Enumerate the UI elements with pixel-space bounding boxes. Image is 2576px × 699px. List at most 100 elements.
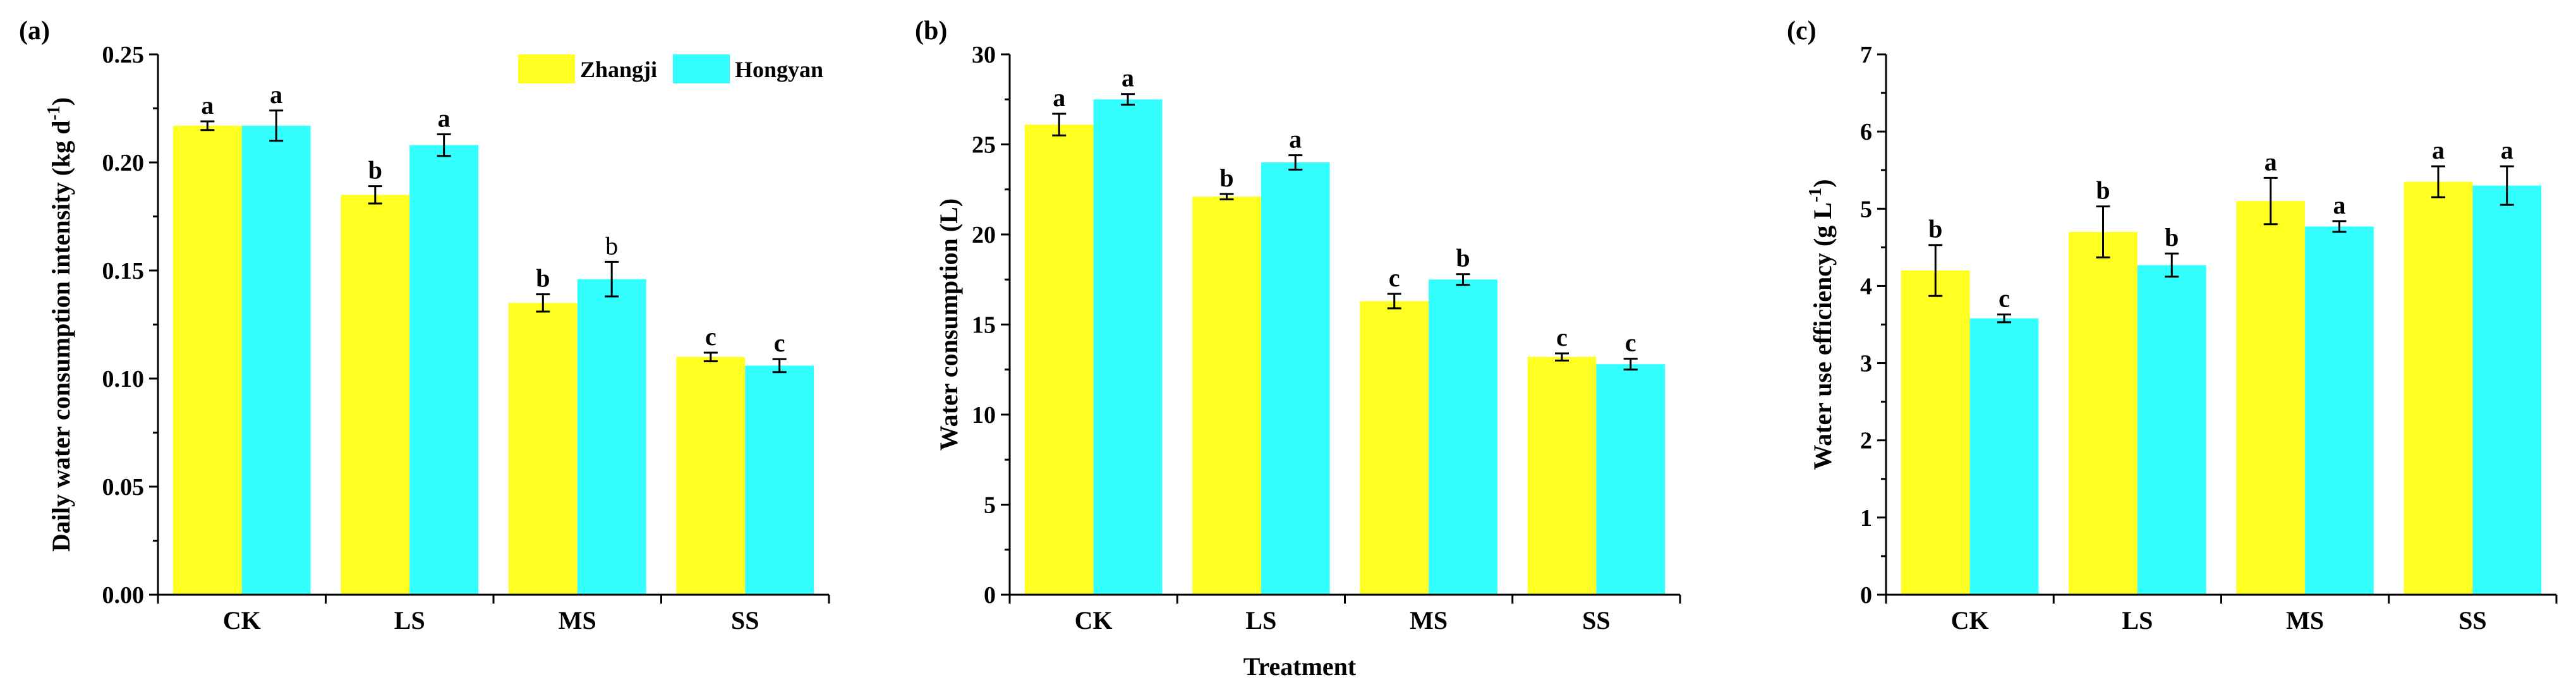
y-tick-label: 0 bbox=[1860, 582, 1872, 609]
significance-letter: a bbox=[1289, 125, 1302, 154]
y-axis-title: Water use efficiency (g L-1) bbox=[1806, 179, 1837, 470]
y-tick-label: 0 bbox=[984, 582, 996, 609]
significance-letter: a bbox=[438, 104, 450, 133]
legend: Zhangji Hongyan bbox=[518, 54, 823, 83]
y-tick-label: 1 bbox=[1860, 505, 1872, 532]
x-axis-title: Treatment bbox=[1243, 652, 1357, 681]
significance-letter: a bbox=[1053, 83, 1065, 112]
y-tick-label: 7 bbox=[1860, 42, 1872, 68]
bar-zhangji-ms bbox=[2236, 201, 2306, 595]
y-tick-label: 0.15 bbox=[102, 258, 145, 284]
x-tick-label-ls: LS bbox=[394, 606, 425, 635]
significance-letter: a bbox=[2265, 147, 2277, 176]
y-axis-title-close: ) bbox=[1808, 179, 1837, 187]
significance-letter: b bbox=[2096, 176, 2110, 205]
x-tick-label-ms: MS bbox=[1410, 606, 1448, 635]
bar-zhangji-ms bbox=[1360, 301, 1429, 595]
y-tick-label: 3 bbox=[1860, 351, 1872, 377]
bar-zhangji-ck bbox=[1901, 270, 1970, 595]
bar-zhangji-ss bbox=[1527, 356, 1597, 595]
bar-hongyan-ss bbox=[2472, 185, 2542, 595]
x-tick-label-ck: CK bbox=[1951, 606, 1989, 635]
panel-a-chart: a a b a b b c c 0.00 0.05 0.10 0.15 0.20 0.25 CK LS MS SS… bbox=[19, 16, 830, 635]
x-tick-label-ms: MS bbox=[2286, 606, 2324, 635]
y-tick-label: 5 bbox=[984, 492, 996, 519]
x-tick-label-ck: CK bbox=[1075, 606, 1113, 635]
y-axis-title-close: ) bbox=[47, 97, 75, 106]
significance-letter: a bbox=[2333, 191, 2346, 219]
x-tick-label-ss: SS bbox=[731, 606, 759, 635]
significance-letter: b bbox=[1928, 215, 1942, 243]
significance-letter: c bbox=[1999, 284, 2010, 313]
bar-zhangji-ck bbox=[1024, 125, 1094, 595]
bar-zhangji-ls bbox=[2069, 231, 2138, 595]
x-tick-label-ss: SS bbox=[2458, 606, 2487, 635]
significance-letter: b bbox=[536, 264, 550, 293]
y-tick-label: 20 bbox=[972, 222, 996, 248]
bar-hongyan-ms bbox=[1429, 279, 1497, 595]
y-tick-label: 2 bbox=[1860, 428, 1872, 454]
y-axis-title-superscript: -1 bbox=[1806, 188, 1825, 202]
bar-hongyan-ls bbox=[409, 145, 479, 595]
x-tick-label-ms: MS bbox=[559, 606, 596, 635]
significance-letter: b bbox=[605, 231, 618, 260]
y-tick-label: 6 bbox=[1860, 119, 1872, 145]
y-tick-label: 0.20 bbox=[102, 150, 145, 176]
bar-zhangji-ls bbox=[341, 195, 410, 595]
bar-hongyan-ss bbox=[745, 365, 814, 595]
y-tick-label: 0.10 bbox=[102, 366, 145, 392]
y-tick-label: 0.00 bbox=[102, 582, 145, 609]
y-tick-label: 25 bbox=[972, 132, 996, 159]
y-axis-title: Water consumption (L) bbox=[934, 198, 963, 451]
bar-zhangji-ms bbox=[508, 303, 577, 595]
x-tick-label-ls: LS bbox=[1245, 606, 1276, 635]
bar-zhangji-ls bbox=[1192, 197, 1261, 595]
significance-letter: b bbox=[2165, 223, 2179, 252]
significance-letter: a bbox=[270, 80, 282, 109]
significance-letter: c bbox=[1389, 264, 1400, 292]
bar-hongyan-ck bbox=[241, 125, 311, 595]
significance-letter: a bbox=[1122, 64, 1134, 92]
bar-hongyan-ls bbox=[2137, 265, 2206, 595]
bar-hongyan-ss bbox=[1596, 364, 1666, 595]
y-axis-title-superscript: -1 bbox=[44, 106, 64, 120]
y-axis-title: Daily water consumption intensity (kg d-… bbox=[44, 97, 75, 552]
significance-letter: a bbox=[2432, 136, 2445, 164]
significance-letter: b bbox=[1456, 244, 1470, 272]
x-tick-label-ss: SS bbox=[1582, 606, 1611, 635]
bar-hongyan-ms bbox=[577, 279, 646, 595]
y-tick-label: 0.05 bbox=[102, 474, 145, 501]
y-tick-label: 10 bbox=[972, 402, 996, 429]
bar-hongyan-ls bbox=[1261, 162, 1330, 595]
significance-letter: c bbox=[1625, 329, 1636, 357]
legend-swatch-zhangji bbox=[518, 54, 575, 83]
significance-letter: c bbox=[1556, 323, 1568, 351]
y-tick-label: 15 bbox=[972, 312, 996, 339]
y-tick-label: 0.25 bbox=[102, 42, 145, 68]
significance-letter: c bbox=[705, 322, 717, 351]
panel-label: (c) bbox=[1787, 16, 1817, 46]
bar-zhangji-ss bbox=[2404, 181, 2473, 595]
significance-letter: c bbox=[774, 329, 785, 357]
panel-label: (b) bbox=[915, 16, 947, 46]
bar-hongyan-ms bbox=[2305, 226, 2374, 595]
y-tick-label: 30 bbox=[972, 42, 996, 68]
significance-letter: a bbox=[201, 91, 214, 119]
significance-letter: b bbox=[1219, 164, 1233, 192]
y-tick-label: 4 bbox=[1860, 273, 1872, 300]
significance-letter: a bbox=[2501, 136, 2513, 164]
bar-zhangji-ck bbox=[172, 125, 242, 595]
legend-swatch-hongyan bbox=[673, 54, 730, 83]
bar-hongyan-ck bbox=[1969, 318, 2039, 595]
bar-zhangji-ss bbox=[676, 356, 746, 595]
panel-c-chart: b c b b a a a a 0 1 2 3 4 5 6 7 CK LS MS SS Water use effici… bbox=[1787, 16, 2558, 635]
panel-b-chart: a a b a c b c c 0 5 10 15 20 25 30 CK LS MS SS Water consum… bbox=[915, 16, 1681, 635]
panel-label: (a) bbox=[19, 16, 50, 46]
x-tick-label-ck: CK bbox=[223, 606, 261, 635]
legend-label-hongyan: Hongyan bbox=[735, 57, 823, 82]
y-tick-label: 5 bbox=[1860, 196, 1872, 222]
legend-label-zhangji: Zhangji bbox=[580, 57, 657, 82]
x-tick-label-ls: LS bbox=[2122, 606, 2153, 635]
bar-hongyan-ck bbox=[1093, 99, 1163, 595]
